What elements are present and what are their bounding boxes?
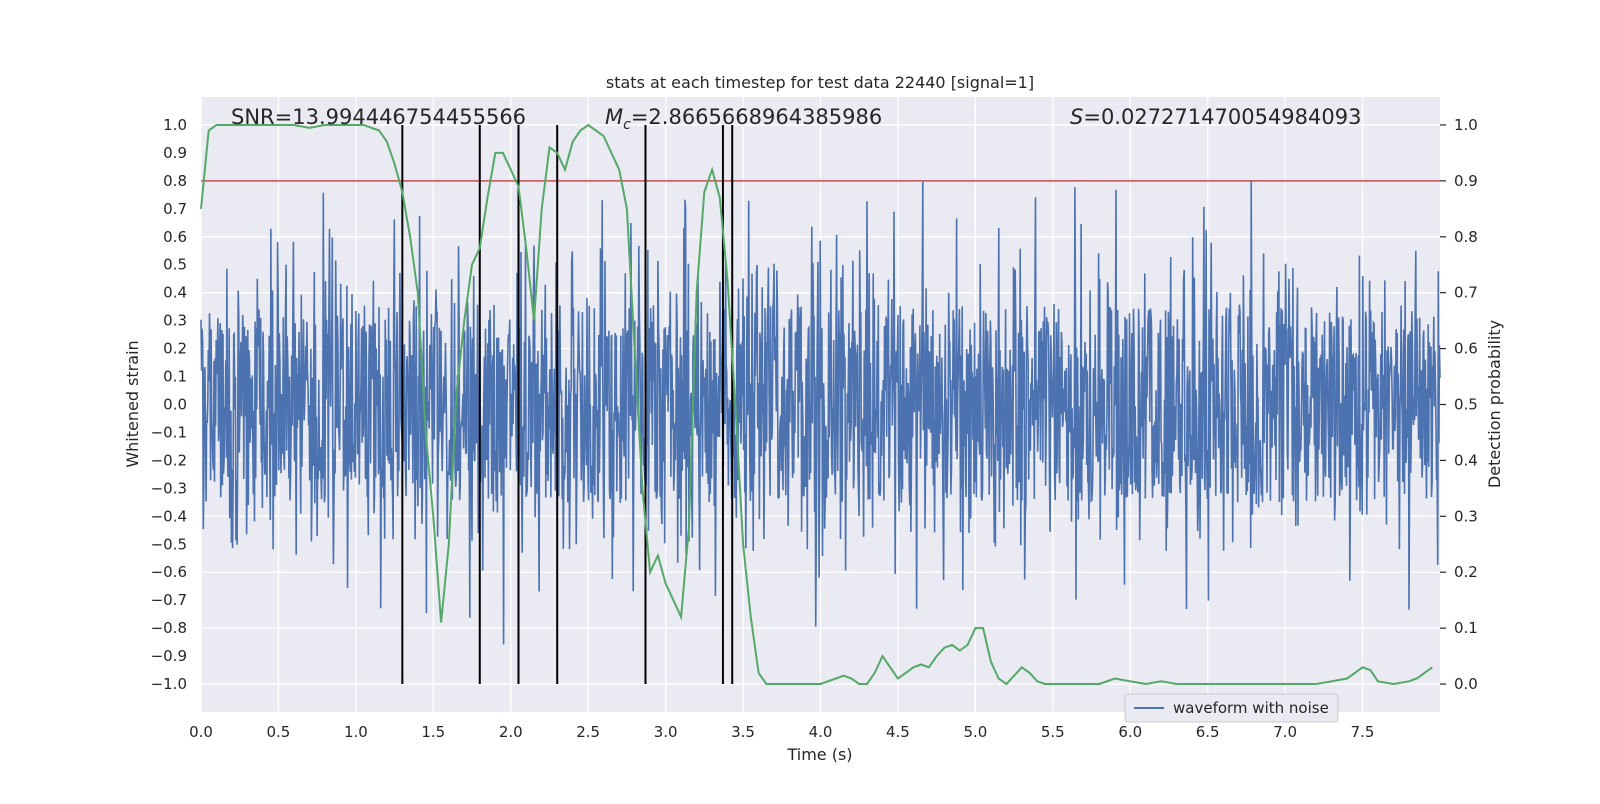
x-tick-label: 4.5 (886, 723, 910, 741)
y-right-tick-label: 0.4 (1454, 451, 1478, 469)
chirp-mass-annotation: Mc=2.8665668964385986 (605, 105, 882, 133)
chart-title: stats at each timestep for test data 224… (606, 73, 1034, 92)
y-tick-label: −0.8 (151, 619, 187, 637)
y-tick-label: 0.3 (163, 312, 187, 330)
series-detection-probability (200, 123, 1433, 686)
y-axis-label: Whitened strain (123, 340, 142, 467)
y-tick-label: 0.2 (163, 340, 187, 358)
x-tick-label: 2.5 (576, 723, 600, 741)
x-tick-label: 4.0 (809, 723, 833, 741)
y-tick-label: 0.6 (163, 228, 187, 246)
y-tick-label: −0.2 (151, 451, 187, 469)
x-tick-label: 7.0 (1273, 723, 1297, 741)
y-tick-label: 1.0 (163, 116, 187, 134)
x-tick-label: 5.5 (1041, 723, 1065, 741)
x-tick-label: 3.5 (731, 723, 755, 741)
legend-entry: waveform with noise (1173, 699, 1329, 717)
x-tick-label: 1.5 (421, 723, 445, 741)
y-tick-label: 0.0 (163, 396, 187, 414)
y-tick-label: −1.0 (151, 675, 187, 693)
legend-box (1124, 693, 1339, 723)
x-tick-label: 0.0 (189, 723, 213, 741)
y-right-tick-label: 0.8 (1454, 228, 1478, 246)
y-tick-label: −0.9 (151, 647, 187, 665)
y-right-tick-label: 1.0 (1454, 116, 1478, 134)
y-right-tick-label: 0.6 (1454, 340, 1478, 358)
y-tick-label: 0.1 (163, 368, 187, 386)
y-tick-label: 0.8 (163, 172, 187, 190)
x-tick-label: 3.0 (654, 723, 678, 741)
series-waveform-with-noise (200, 181, 1441, 645)
y-tick-label: −0.7 (151, 591, 187, 609)
y-tick-label: 0.5 (163, 256, 187, 274)
y-tick-label: −0.5 (151, 535, 187, 553)
snr-annotation: SNR=13.994446754455566 (231, 105, 526, 129)
x-tick-label: 6.5 (1196, 723, 1220, 741)
y-right-tick-label: 0.1 (1454, 619, 1478, 637)
y-tick-label: −0.1 (151, 423, 187, 441)
x-tick-label: 2.0 (499, 723, 523, 741)
y-tick-label: −0.4 (151, 507, 187, 525)
y-right-tick-label: 0.5 (1454, 396, 1478, 414)
x-tick-label: 7.5 (1351, 723, 1375, 741)
y-right-axis-label: Detection probability (1485, 320, 1504, 488)
y-right-tick-label: 0.7 (1454, 284, 1478, 302)
y-tick-label: 0.9 (163, 144, 187, 162)
y-right-tick-label: 0.3 (1454, 507, 1478, 525)
x-tick-label: 0.5 (267, 723, 291, 741)
y-tick-label: 0.7 (163, 200, 187, 218)
y-right-tick-label: 0.2 (1454, 563, 1478, 581)
s-annotation: S=0.027271470054984093 (1070, 105, 1361, 129)
x-tick-label: 5.0 (963, 723, 987, 741)
x-tick-label: 6.0 (1118, 723, 1142, 741)
legend: waveform with noise (1124, 693, 1339, 723)
x-tick-label: 1.0 (344, 723, 368, 741)
y-tick-label: −0.3 (151, 479, 187, 497)
y-right-tick-label: 0.0 (1454, 675, 1478, 693)
y-tick-label: −0.6 (151, 563, 187, 581)
y-tick-label: 0.4 (163, 284, 187, 302)
x-axis-label: Time (s) (786, 745, 852, 764)
y-right-tick-label: 0.9 (1454, 172, 1478, 190)
